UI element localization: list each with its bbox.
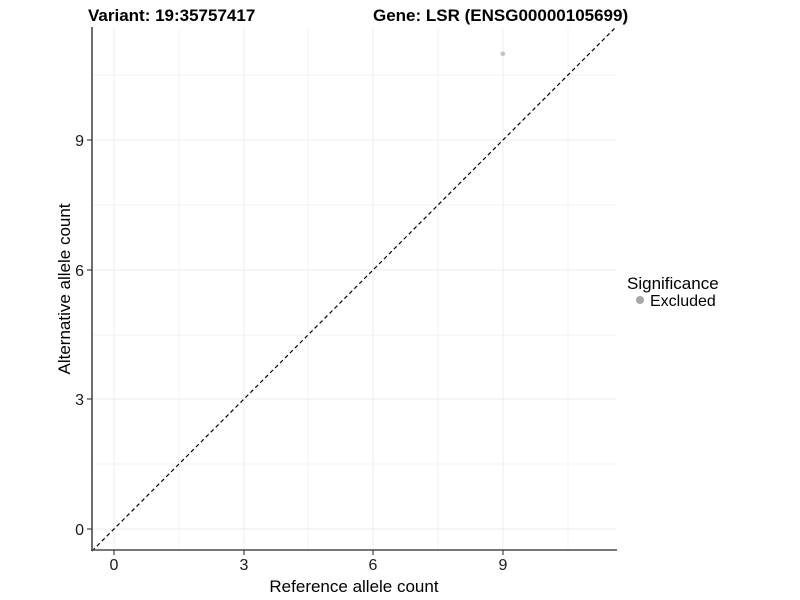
- identity-reference-line: [91, 26, 617, 552]
- data-point: [500, 51, 506, 57]
- grid-major-lines: [92, 28, 616, 550]
- legend-title: Significance: [627, 274, 719, 293]
- y-tick-label-9: 9: [75, 133, 84, 150]
- x-axis-title: Reference allele count: [269, 577, 438, 596]
- legend-key-excluded-dot: [636, 296, 644, 304]
- y-axis: 9 6 3 0 Alternative allele count: [55, 27, 93, 551]
- x-axis-tick-marks: [113, 550, 504, 555]
- x-tick-label-9: 9: [499, 557, 508, 574]
- grid-minor-lines: [92, 28, 616, 550]
- y-tick-label-6: 6: [75, 263, 84, 280]
- legend: Significance Excluded: [627, 274, 719, 310]
- x-axis: 0 3 6 9 Reference allele count: [91, 549, 617, 596]
- x-tick-label-0: 0: [110, 557, 119, 574]
- plot-title-gene: Gene: LSR (ENSG00000105699): [373, 6, 628, 25]
- legend-label-excluded: Excluded: [650, 293, 716, 310]
- y-tick-label-3: 3: [75, 392, 84, 409]
- y-axis-title: Alternative allele count: [55, 203, 74, 374]
- x-tick-label-6: 6: [369, 557, 378, 574]
- y-axis-tick-marks: [87, 139, 92, 530]
- y-tick-label-0: 0: [75, 522, 84, 539]
- x-tick-label-3: 3: [240, 557, 249, 574]
- plot-title-variant: Variant: 19:35757417: [88, 6, 255, 25]
